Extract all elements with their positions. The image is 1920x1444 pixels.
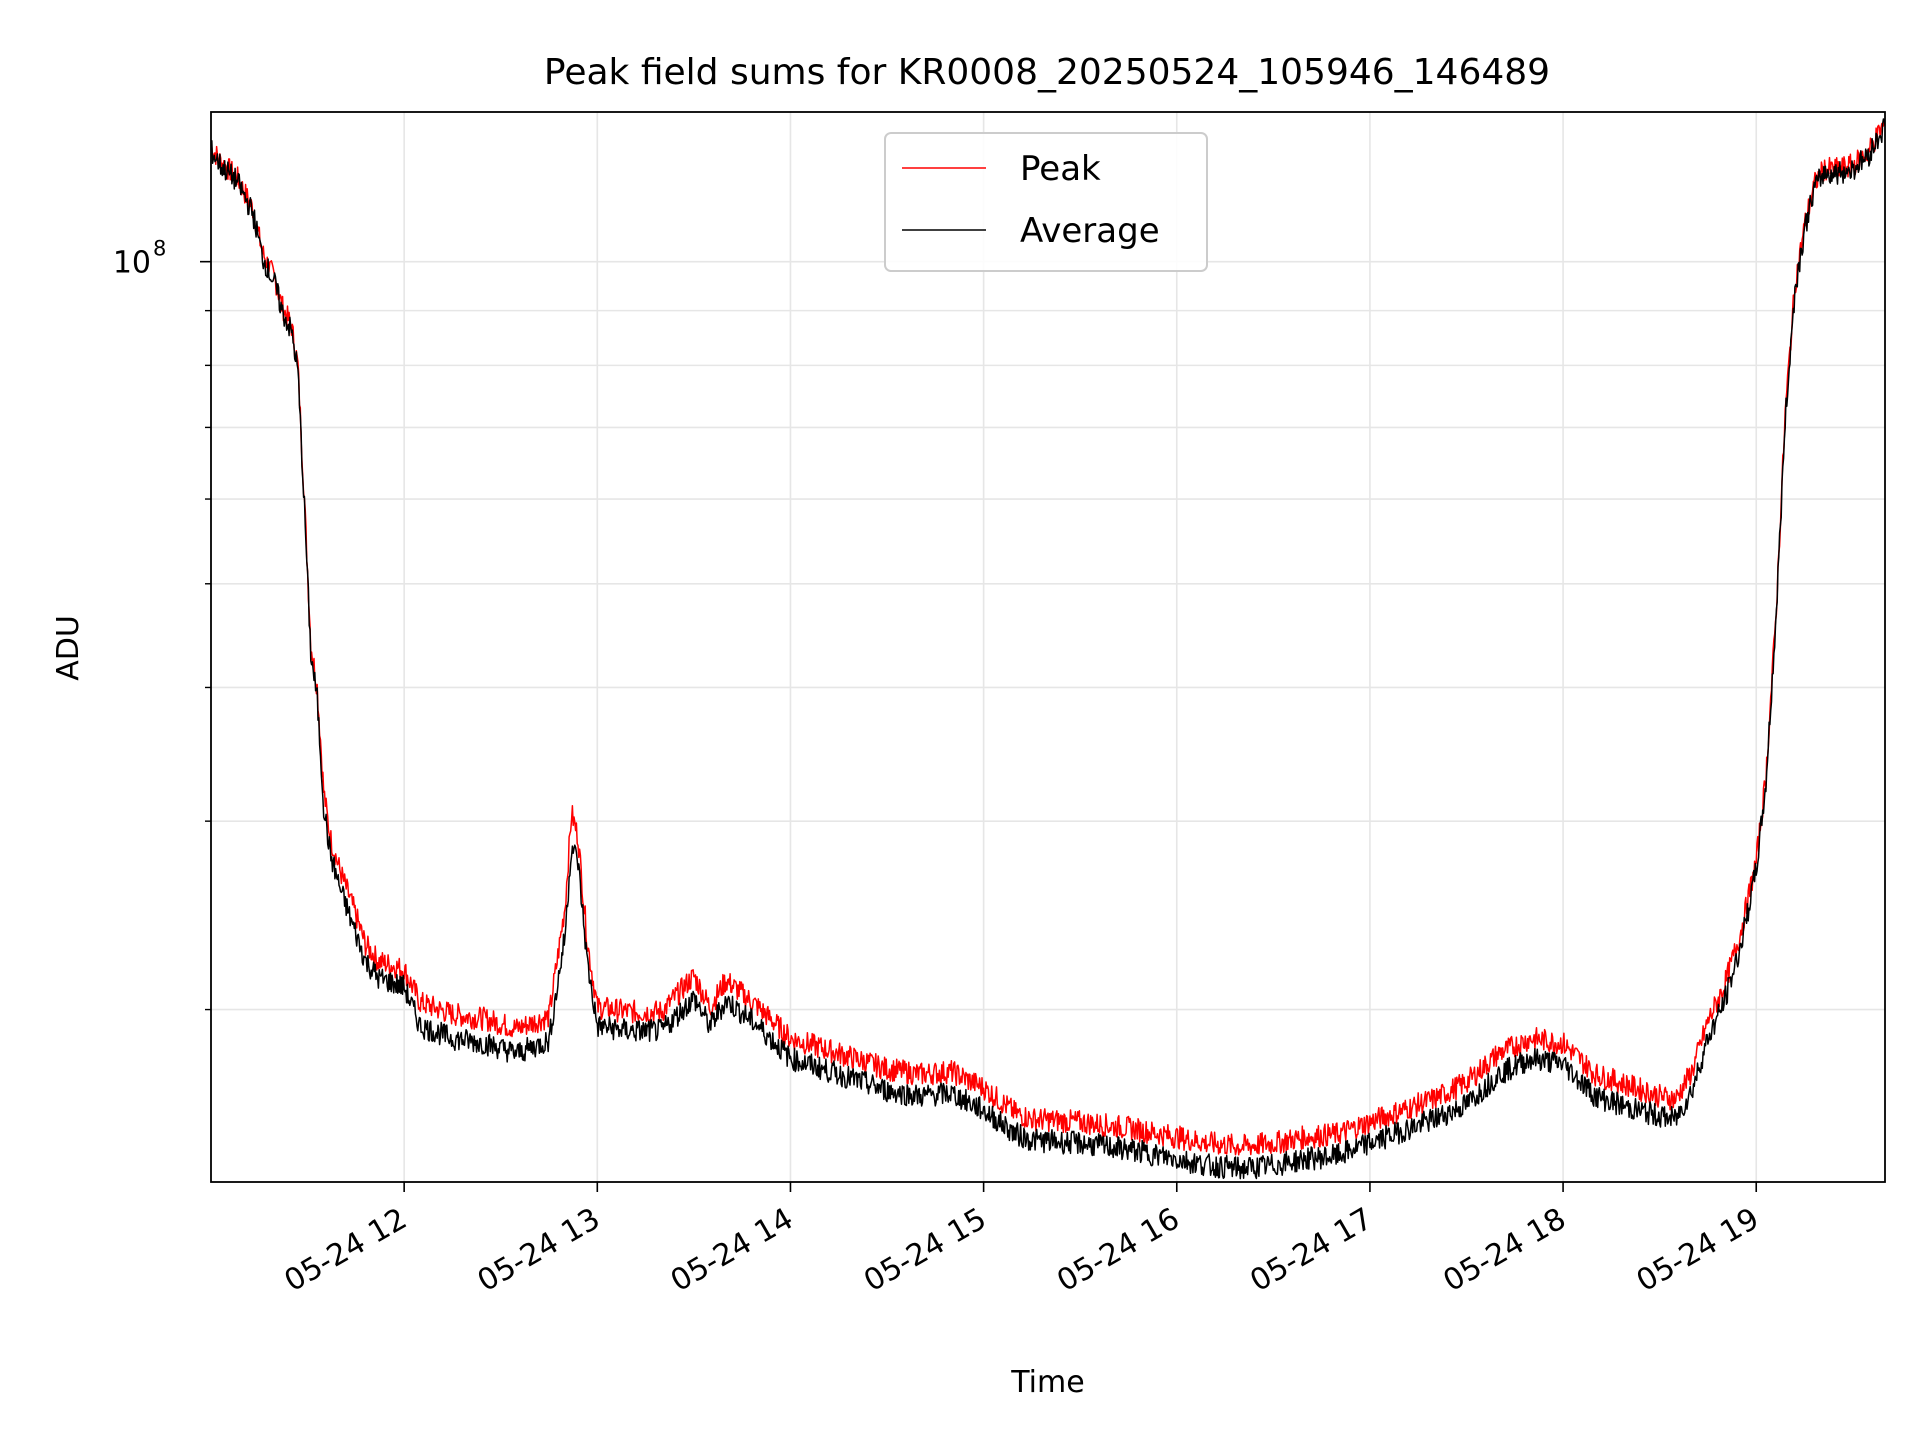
series-layer (211, 118, 1885, 1180)
y-tick-label: 10 (113, 246, 151, 281)
y-tick-exponent: 8 (153, 237, 166, 261)
chart-title: Peak field sums for KR0008_20250524_1059… (544, 52, 1550, 93)
series-line-peak (211, 118, 1885, 1156)
legend-label-peak: Peak (1020, 149, 1101, 189)
grid-layer (211, 112, 1885, 1182)
plot-frame (210, 111, 1886, 1183)
y-axis-label: ADU (51, 615, 86, 681)
legend-label-average: Average (1020, 211, 1160, 251)
legend: Peak Average (884, 132, 1208, 272)
series-line-average (211, 118, 1885, 1180)
x-axis-label: Time (1010, 1365, 1084, 1400)
